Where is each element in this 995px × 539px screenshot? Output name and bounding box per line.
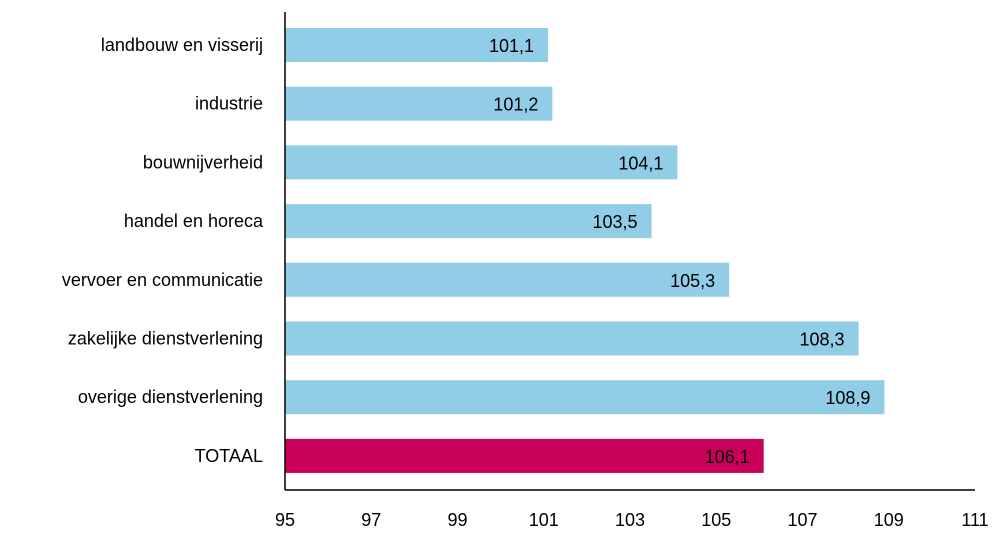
x-tick-label-3: 101	[529, 510, 559, 530]
category-label-5: zakelijke dienstverlening	[68, 329, 263, 349]
x-tick-label-2: 99	[447, 510, 467, 530]
category-label-1: industrie	[195, 94, 263, 114]
value-label-6: 108,9	[825, 388, 870, 408]
bars	[285, 28, 885, 473]
x-tick-label-1: 97	[361, 510, 381, 530]
category-label-7: TOTAAL	[195, 446, 263, 466]
value-label-0: 101,1	[489, 36, 534, 56]
x-tick-label-8: 111	[961, 510, 988, 530]
x-tick-label-5: 105	[701, 510, 731, 530]
category-labels: landbouw en visserij industrie bouwnijverh…	[62, 35, 264, 466]
bar-0	[285, 28, 549, 62]
x-tick-label-0: 95	[275, 510, 295, 530]
value-label-3: 103,5	[593, 212, 638, 232]
category-label-6: overige dienstverlening	[78, 387, 263, 407]
x-tick-label-4: 103	[615, 510, 645, 530]
category-label-2: bouwnijverheid	[143, 152, 263, 172]
value-label-2: 104,1	[618, 153, 663, 173]
bar-7	[285, 438, 764, 473]
value-labels: 101,1 101,2 104,1 103,5 105,3 108,3 108,9 106,1	[489, 36, 870, 467]
bar-3	[285, 204, 652, 239]
x-tick-labels: 95 97 99 101 103 105 107 109 111	[275, 510, 989, 530]
value-label-5: 108,3	[800, 330, 845, 350]
x-tick-label-7: 109	[874, 510, 904, 530]
bar-4	[285, 262, 730, 297]
category-label-3: handel en horeca	[124, 211, 264, 231]
bar-5	[285, 321, 859, 356]
value-label-1: 101,2	[493, 95, 538, 115]
category-label-4: vervoer en communicatie	[62, 270, 263, 290]
bar-2	[285, 145, 678, 180]
x-tick-label-6: 107	[787, 510, 817, 530]
category-label-0: landbouw en visserij	[101, 35, 263, 55]
value-label-4: 105,3	[670, 271, 715, 291]
bar-6	[285, 380, 885, 415]
bar-1	[285, 86, 553, 121]
axes	[284, 12, 975, 491]
value-label-7: 106,1	[705, 447, 750, 467]
